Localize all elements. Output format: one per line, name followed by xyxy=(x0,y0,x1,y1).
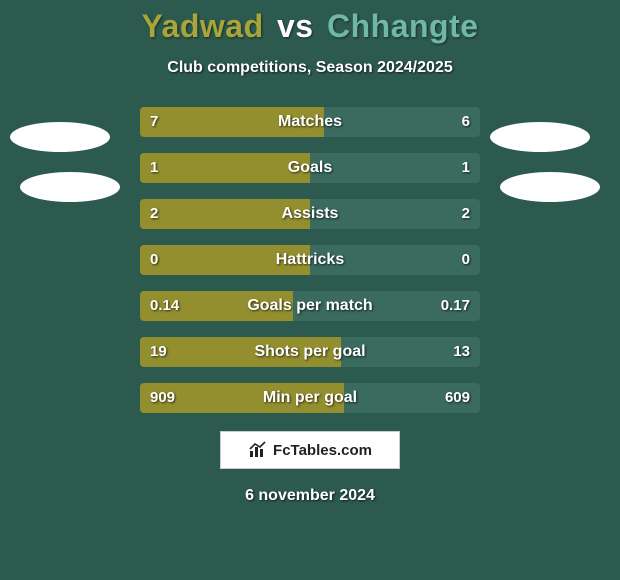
brand-text: FcTables.com xyxy=(273,442,372,459)
decorative-oval xyxy=(10,122,110,152)
stats-rows: 76Matches 11Goals 22Assists 00Hattricks 0.14… xyxy=(140,107,480,413)
stat-label: Min per goal xyxy=(140,383,480,413)
stat-row: 76Matches xyxy=(140,107,480,137)
vs-text: vs xyxy=(277,8,314,44)
stat-row: 11Goals xyxy=(140,153,480,183)
stat-label: Goals xyxy=(140,153,480,183)
player1-name: Yadwad xyxy=(141,8,263,44)
decorative-oval xyxy=(500,172,600,202)
stat-row: 22Assists xyxy=(140,199,480,229)
stat-row: 00Hattricks xyxy=(140,245,480,275)
stat-label: Assists xyxy=(140,199,480,229)
stat-label: Hattricks xyxy=(140,245,480,275)
comparison-card: Yadwad vs Chhangte Club competitions, Se… xyxy=(0,0,620,580)
card-subtitle: Club competitions, Season 2024/2025 xyxy=(0,59,620,77)
decorative-oval xyxy=(20,172,120,202)
card-date: 6 november 2024 xyxy=(0,487,620,505)
stat-row: 0.140.17Goals per match xyxy=(140,291,480,321)
stat-row: 909609Min per goal xyxy=(140,383,480,413)
brand-box: FcTables.com xyxy=(220,431,400,469)
player2-name: Chhangte xyxy=(327,8,479,44)
decorative-oval xyxy=(490,122,590,152)
stat-row: 1913Shots per goal xyxy=(140,337,480,367)
stat-label: Shots per goal xyxy=(140,337,480,367)
brand-chart-icon xyxy=(248,441,268,459)
stat-label: Matches xyxy=(140,107,480,137)
stat-label: Goals per match xyxy=(140,291,480,321)
card-title: Yadwad vs Chhangte xyxy=(0,8,620,45)
